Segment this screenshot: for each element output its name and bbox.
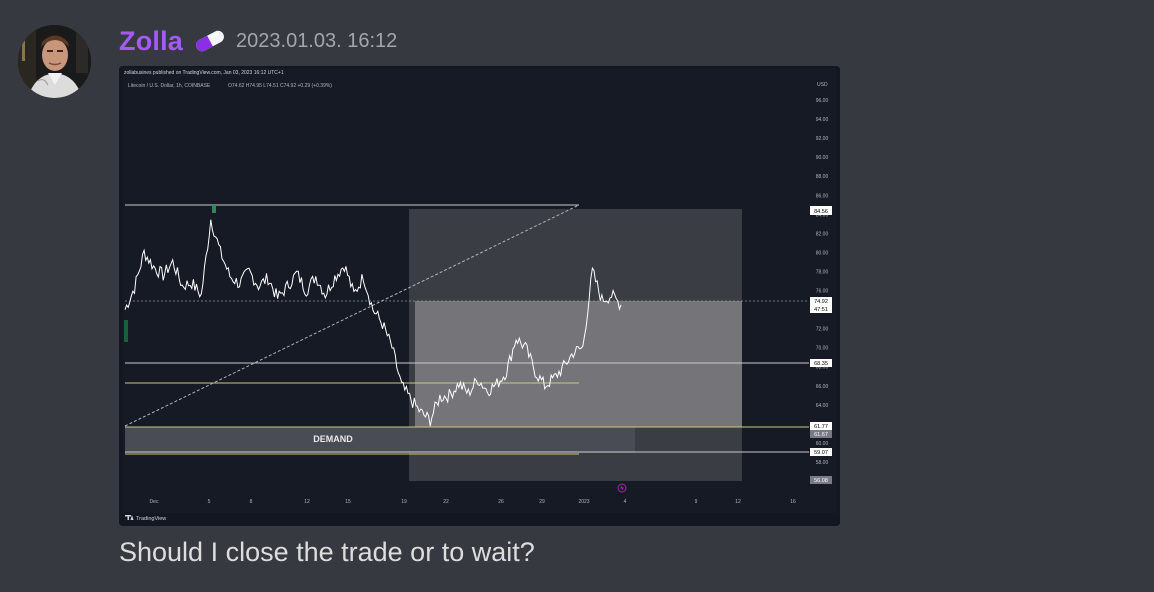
y-tick-label: 72.00 [816,327,829,333]
svg-text:74.92: 74.92 [814,299,828,305]
svg-text:68.35: 68.35 [814,361,828,367]
y-tick-label: 82.00 [816,231,829,237]
y-tick-label: 86.00 [816,193,829,199]
x-tick-label: 8 [250,499,253,505]
x-tick-label: 12 [735,499,741,505]
price-label-68: 68.35 [810,359,832,367]
y-tick-label: 88.00 [816,174,829,180]
x-tick-label: 16 [790,499,796,505]
y-tick-label: 70.00 [816,346,829,352]
y-tick-label: 58.00 [816,460,829,466]
avatar[interactable] [18,25,91,98]
tradingview-logo-text: TradingView [136,516,166,522]
volume-bar [124,320,128,342]
trendline [124,204,580,427]
price-label-61: 61.77 61.67 [810,422,832,438]
x-tick-label: 29 [539,499,545,505]
price-label-84: 84.56 [810,206,832,215]
x-tick-label: Dec [150,499,159,505]
x-tick-label: 9 [695,499,698,505]
x-tick-label: 22 [443,499,449,505]
username[interactable]: Zolla [119,25,184,56]
price-label-59: 59.07 [810,448,832,456]
tradingview-chart: zollabusines published on TradingView.co… [119,66,840,526]
publisher-text: zollabusines published on TradingView.co… [124,70,284,76]
y-tick-label: 68.00 [816,365,829,371]
ohlc-values: O74.62 H74.95 L74.51 C74.92 +0.29 (+0.39… [228,83,332,89]
x-tick-label: 19 [401,499,407,505]
x-tick-label: 12 [304,499,310,505]
y-tick-label: 90.00 [816,155,829,161]
y-tick-label: 78.00 [816,269,829,275]
y-tick-label: 66.00 [816,384,829,390]
y-tick-label: 96.00 [816,98,829,104]
trade-box [415,301,742,427]
y-tick-label: 64.00 [816,403,829,409]
x-tick-label: 4 [624,499,627,505]
timestamp: 2023.01.03. 16:12 [236,29,398,52]
avatar-image [18,25,91,98]
demand-label: DEMAND [313,434,353,444]
currency-label: USD [817,82,828,88]
svg-text:59.07: 59.07 [814,450,828,456]
x-tick-label: 26 [498,499,504,505]
y-tick-label: 84.00 [816,212,829,218]
price-label-74: 74.92 47:51 [810,297,832,313]
svg-text:84.56: 84.56 [814,209,828,215]
y-tick-label: 80.00 [816,250,829,256]
chart-attachment[interactable]: zollabusines published on TradingView.co… [119,66,840,526]
price-series-line [124,219,622,427]
y-tick-label: 94.00 [816,117,829,123]
svg-text:61.77: 61.77 [814,424,828,430]
y-tick-label: 92.00 [816,136,829,142]
volume-bar [212,205,216,213]
price-label-56: 56.08 [810,476,832,484]
svg-text:47:51: 47:51 [814,307,828,313]
y-tick-label: 76.00 [816,289,829,295]
symbol-info: Litecoin / U.S. Dollar, 1h, COINBASE [128,83,211,89]
message-text: Should I close the trade or to wait? [119,537,535,567]
x-tick-label: 2023 [578,499,589,505]
svg-text:61.67: 61.67 [814,432,828,438]
x-tick-label: 5 [208,499,211,505]
svg-text:56.08: 56.08 [814,478,828,484]
x-tick-label: 15 [345,499,351,505]
tradingview-logo: TradingView [125,515,166,522]
x-axis: Dec 5 8 12 15 19 22 26 29 2023 4 9 12 16 [150,499,796,505]
dividend-marker-icon[interactable] [617,483,627,493]
demand-zone [125,427,635,453]
message-header: Zolla 2023.01.03. 16:12 [119,24,397,58]
y-tick-label: 60.00 [816,441,829,447]
pill-icon [192,30,228,52]
